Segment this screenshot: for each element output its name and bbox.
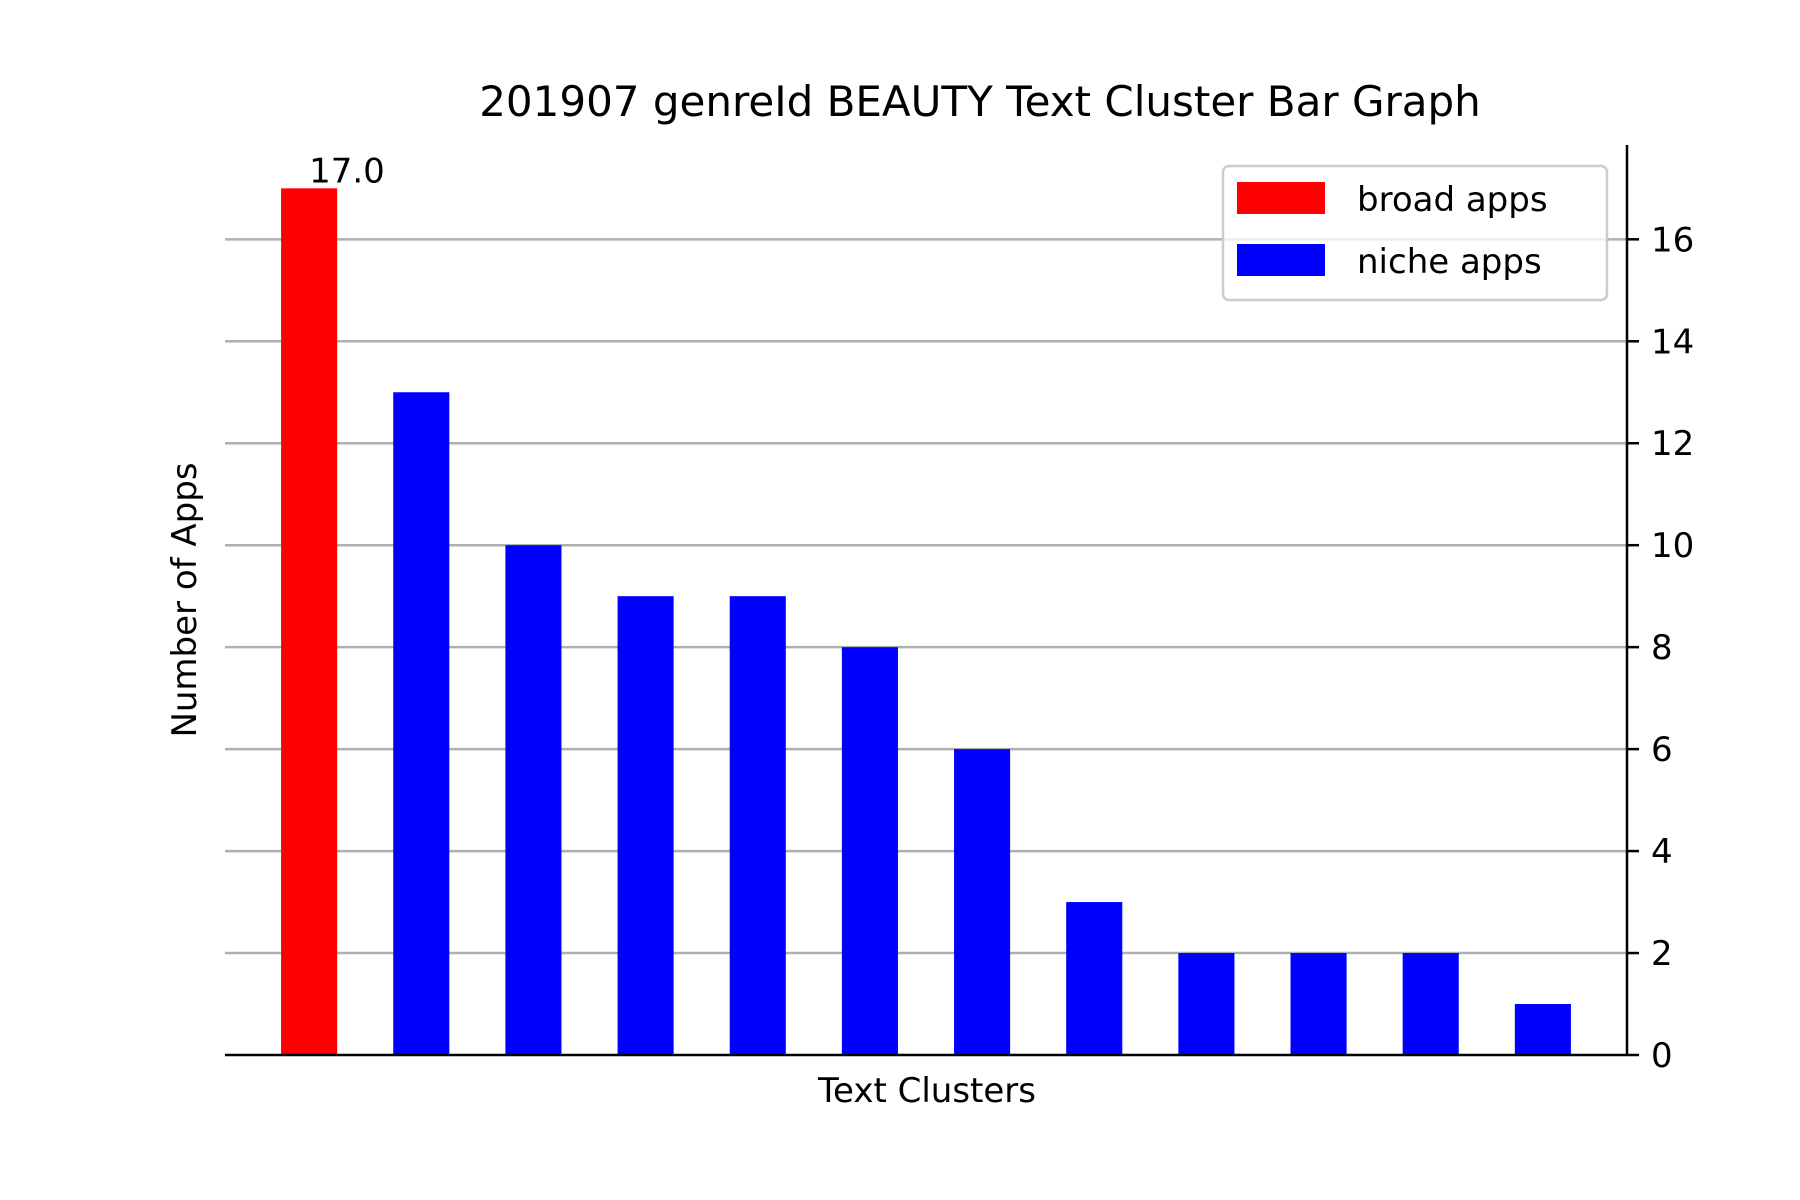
bars: [281, 188, 1571, 1056]
chart-title: 201907 genreId BEAUTY Text Cluster Bar G…: [479, 77, 1481, 126]
y-tick-label: 0: [1651, 1036, 1673, 1076]
y-tick-label: 2: [1651, 934, 1673, 974]
y-axis-label: Number of Apps: [165, 462, 205, 737]
bar-2: [393, 392, 450, 1056]
y-tick-label: 10: [1651, 526, 1694, 566]
y-tick-label: 8: [1651, 628, 1673, 668]
bar-4: [617, 596, 674, 1055]
bar-3: [505, 545, 562, 1055]
bar-12: [1514, 1004, 1571, 1055]
bar-5: [729, 596, 786, 1055]
bar-6: [841, 647, 898, 1055]
bar-1: [281, 188, 338, 1056]
y-tick-label: 16: [1651, 220, 1694, 260]
y-tick-label: 4: [1651, 832, 1673, 872]
legend-label-niche-apps: niche apps: [1357, 242, 1542, 282]
data-label: 17.0: [309, 151, 385, 191]
y-tick-label: 6: [1651, 730, 1673, 770]
bar-8: [1066, 902, 1123, 1055]
legend: broad apps niche apps: [1221, 164, 1609, 302]
bar-9: [1178, 953, 1235, 1055]
data-labels: 17.0: [309, 151, 385, 191]
bar-10: [1290, 953, 1347, 1055]
x-axis-label: Text Clusters: [817, 1071, 1036, 1111]
legend-swatch-broad-apps: [1237, 182, 1325, 214]
gridlines: [225, 238, 1627, 955]
y-tick-label: 14: [1651, 322, 1694, 362]
bar-7: [954, 749, 1011, 1055]
y-axis-ticks: 0 2 4 6 8 10 12 14 16: [1627, 220, 1694, 1076]
legend-swatch-niche-apps: [1237, 244, 1325, 276]
y-tick-label: 12: [1651, 424, 1694, 464]
legend-label-broad-apps: broad apps: [1357, 180, 1548, 220]
bar-11: [1402, 953, 1459, 1055]
